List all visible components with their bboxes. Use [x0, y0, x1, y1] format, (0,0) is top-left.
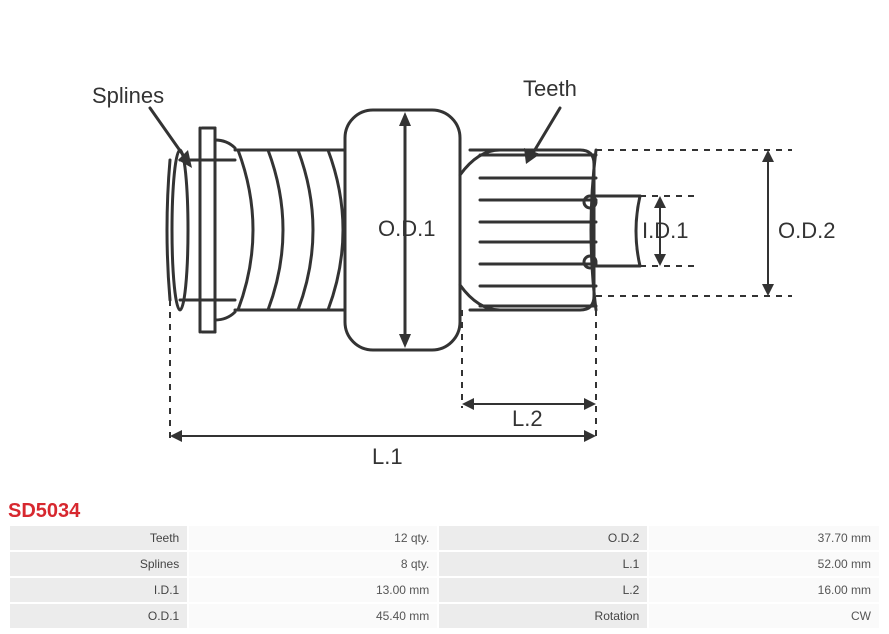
spec-label: O.D.1: [10, 604, 187, 628]
spec-value: 13.00 mm: [189, 578, 437, 602]
spec-label: Splines: [10, 552, 187, 576]
spec-value: 8 qty.: [189, 552, 437, 576]
spec-label: O.D.2: [439, 526, 647, 550]
table-row: I.D.113.00 mmL.216.00 mm: [10, 578, 879, 602]
spec-label: L.1: [439, 552, 647, 576]
spec-value: 45.40 mm: [189, 604, 437, 628]
table-row: Splines8 qty.L.152.00 mm: [10, 552, 879, 576]
spec-table: Teeth12 qty.O.D.237.70 mmSplines8 qty.L.…: [8, 524, 881, 630]
table-row: O.D.145.40 mmRotationCW: [10, 604, 879, 628]
spec-value: 52.00 mm: [649, 552, 879, 576]
spec-value: 12 qty.: [189, 526, 437, 550]
spec-value: 37.70 mm: [649, 526, 879, 550]
callout-od2: O.D.2: [778, 218, 835, 244]
spec-label: Rotation: [439, 604, 647, 628]
spec-label: L.2: [439, 578, 647, 602]
technical-diagram: Splines Teeth O.D.1 I.D.1 O.D.2 L.2 L.1: [0, 0, 889, 490]
callout-teeth: Teeth: [523, 76, 577, 102]
callout-id1: I.D.1: [642, 218, 688, 244]
callout-splines: Splines: [92, 83, 164, 109]
callout-l1: L.1: [372, 444, 403, 470]
callout-l2: L.2: [512, 406, 543, 432]
callout-od1: O.D.1: [378, 216, 435, 242]
part-schematic: [0, 0, 889, 490]
spec-value: CW: [649, 604, 879, 628]
table-row: Teeth12 qty.O.D.237.70 mm: [10, 526, 879, 550]
spec-label: I.D.1: [10, 578, 187, 602]
spec-label: Teeth: [10, 526, 187, 550]
part-number: SD5034: [8, 500, 80, 523]
spec-value: 16.00 mm: [649, 578, 879, 602]
